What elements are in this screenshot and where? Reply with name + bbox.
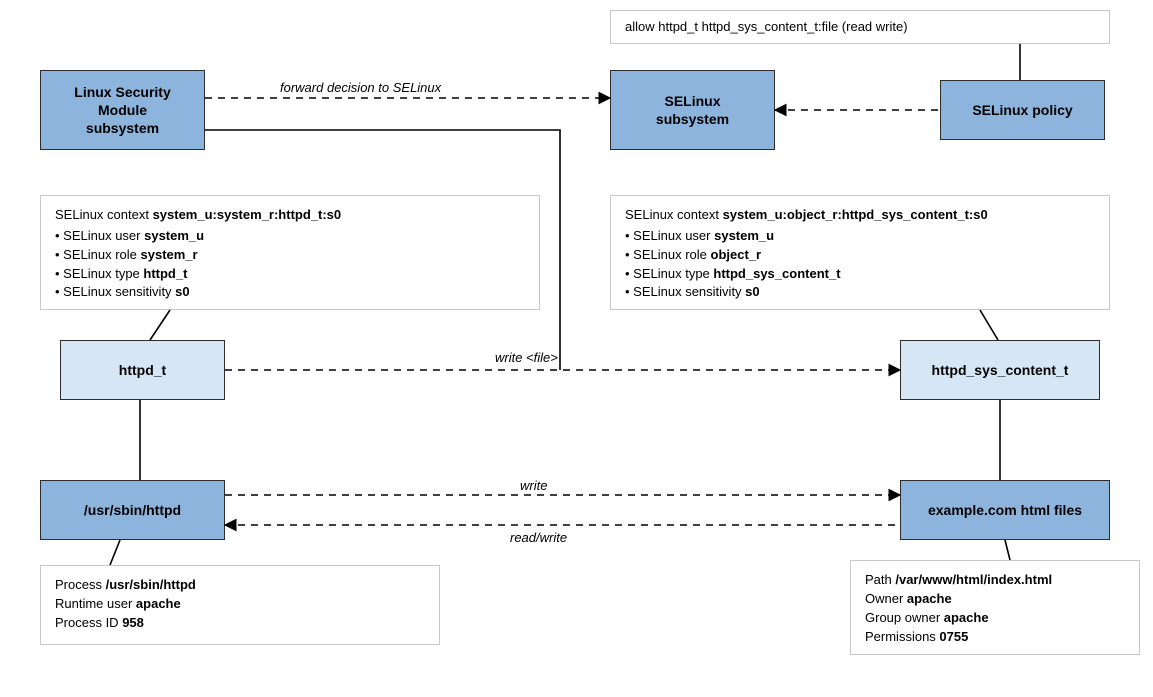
infobox-ctx-right: SELinux context system_u:object_r:httpd_… bbox=[610, 195, 1110, 310]
node-label: /usr/sbin/httpd bbox=[84, 501, 181, 519]
node-label: httpd_sys_content_t bbox=[932, 361, 1069, 379]
ctx-item: SELinux type httpd_t bbox=[55, 265, 525, 284]
ctx-item: SELinux type httpd_sys_content_t bbox=[625, 265, 1095, 284]
ctx-items: SELinux user system_u SELinux role objec… bbox=[625, 227, 1095, 302]
infobox-ctx-left: SELinux context system_u:system_r:httpd_… bbox=[40, 195, 540, 310]
infobox-proc-info: Process /usr/sbin/httpd Runtime user apa… bbox=[40, 565, 440, 645]
node-label: httpd_t bbox=[119, 361, 166, 379]
file-line: Path /var/www/html/index.html bbox=[865, 571, 1125, 590]
node-httpd-bin: /usr/sbin/httpd bbox=[40, 480, 225, 540]
ctx-item: SELinux user system_u bbox=[625, 227, 1095, 246]
policy-rule-text: allow httpd_t httpd_sys_content_t:file (… bbox=[625, 18, 908, 37]
file-line: Group owner apache bbox=[865, 609, 1125, 628]
ctx-item: SELinux role system_r bbox=[55, 246, 525, 265]
node-content-t: httpd_sys_content_t bbox=[900, 340, 1100, 400]
node-selinux: SELinuxsubsystem bbox=[610, 70, 775, 150]
node-label: SELinuxsubsystem bbox=[656, 92, 729, 128]
ctx-header: SELinux context system_u:system_r:httpd_… bbox=[55, 206, 525, 225]
node-httpd-t: httpd_t bbox=[60, 340, 225, 400]
ctx-items: SELinux user system_u SELinux role syste… bbox=[55, 227, 525, 302]
ctx-item: SELinux user system_u bbox=[55, 227, 525, 246]
caption-forward: forward decision to SELinux bbox=[280, 80, 441, 95]
caption-readwrite: read/write bbox=[510, 530, 567, 545]
node-label: SELinux policy bbox=[972, 101, 1072, 119]
node-lsm: Linux SecurityModulesubsystem bbox=[40, 70, 205, 150]
ctx-header: SELinux context system_u:object_r:httpd_… bbox=[625, 206, 1095, 225]
ctx-item: SELinux role object_r bbox=[625, 246, 1095, 265]
infobox-policy-rule: allow httpd_t httpd_sys_content_t:file (… bbox=[610, 10, 1110, 44]
caption-write: write bbox=[520, 478, 547, 493]
file-line: Permissions 0755 bbox=[865, 628, 1125, 647]
node-label: Linux SecurityModulesubsystem bbox=[74, 83, 170, 138]
file-line: Owner apache bbox=[865, 590, 1125, 609]
ctx-item: SELinux sensitivity s0 bbox=[625, 283, 1095, 302]
node-html-files: example.com html files bbox=[900, 480, 1110, 540]
infobox-file-info: Path /var/www/html/index.html Owner apac… bbox=[850, 560, 1140, 655]
ctx-item: SELinux sensitivity s0 bbox=[55, 283, 525, 302]
proc-line: Runtime user apache bbox=[55, 595, 425, 614]
node-label: example.com html files bbox=[928, 501, 1082, 519]
caption-writefile: write <file> bbox=[495, 350, 558, 365]
proc-line: Process /usr/sbin/httpd bbox=[55, 576, 425, 595]
node-policy: SELinux policy bbox=[940, 80, 1105, 140]
proc-line: Process ID 958 bbox=[55, 614, 425, 633]
